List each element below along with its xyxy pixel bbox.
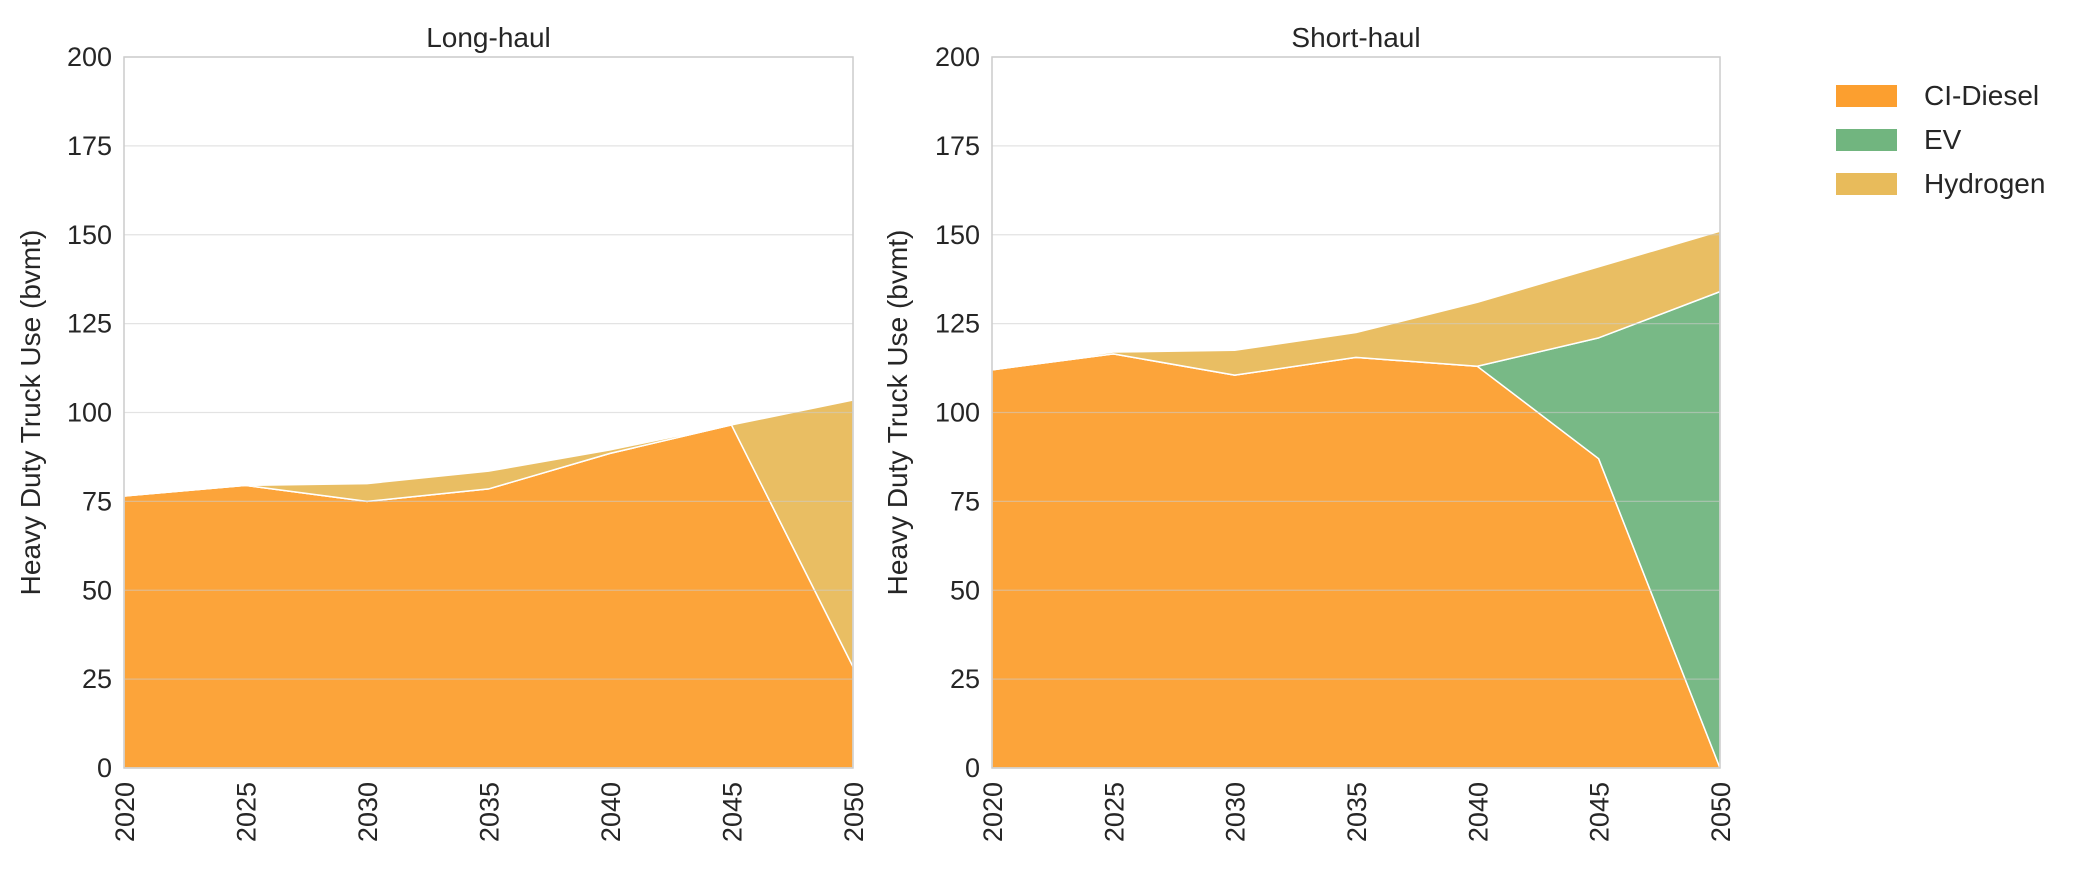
y-tick-label: 75 (82, 486, 112, 516)
plot-frame (991, 56, 1721, 769)
chart-title: Long-haul (426, 22, 551, 53)
y-tick-label: 150 (67, 220, 112, 250)
chart-title: Short-haul (1291, 22, 1420, 53)
chart-short-haul: 0 25 50 75 100 125 150 175 200 2020 2025 2030 2035 20… (882, 22, 1736, 842)
y-tick-label: 175 (935, 131, 980, 161)
legend-swatch-ev (1836, 129, 1897, 151)
x-tick-label: 2025 (232, 782, 262, 842)
x-tick-label: 2020 (110, 782, 140, 842)
legend-swatch-ci-diesel (1836, 85, 1897, 107)
y-axis-label: Heavy Duty Truck Use (bvmt) (882, 230, 913, 596)
y-axis-label: Heavy Duty Truck Use (bvmt) (15, 230, 46, 596)
y-tick-label: 50 (82, 575, 112, 605)
y-tick-label: 50 (950, 575, 980, 605)
y-tick-label: 200 (935, 42, 980, 72)
y-tick-label: 200 (67, 42, 112, 72)
y-tick-label: 25 (950, 664, 980, 694)
y-tick-label: 0 (965, 753, 980, 783)
x-tick-label: 2030 (353, 782, 383, 842)
x-tick-label: 2050 (1706, 782, 1736, 842)
x-tick-label: 2025 (1099, 782, 1129, 842)
y-tick-label: 25 (82, 664, 112, 694)
x-tick-label: 2040 (1463, 782, 1493, 842)
chart-long-haul: 0 25 50 75 100 125 150 175 200 2020 2025 2030 2035 20… (15, 22, 869, 842)
y-tick-label: 175 (67, 131, 112, 161)
y-tick-label: 100 (67, 398, 112, 428)
y-tick-label: 150 (935, 220, 980, 250)
y-tick-label: 0 (97, 753, 112, 783)
y-tick-label: 100 (935, 398, 980, 428)
legend-label-ev: EV (1924, 124, 1962, 155)
legend-label-ci-diesel: CI-Diesel (1924, 80, 2040, 111)
x-tick-label: 2020 (978, 782, 1008, 842)
x-tick-label: 2035 (1342, 782, 1372, 842)
x-tick-label: 2040 (596, 782, 626, 842)
x-tick-label: 2050 (839, 782, 869, 842)
legend-label-hydrogen: Hydrogen (1924, 168, 2046, 199)
legend-swatch-hydrogen (1836, 173, 1897, 195)
y-tick-label: 125 (67, 309, 112, 339)
x-tick-label: 2035 (475, 782, 505, 842)
x-tick-label: 2030 (1221, 782, 1251, 842)
x-tick-label: 2045 (718, 782, 748, 842)
x-tick-label: 2045 (1585, 782, 1615, 842)
plot-frame (123, 56, 854, 769)
y-tick-label: 75 (950, 486, 980, 516)
y-tick-label: 125 (935, 309, 980, 339)
